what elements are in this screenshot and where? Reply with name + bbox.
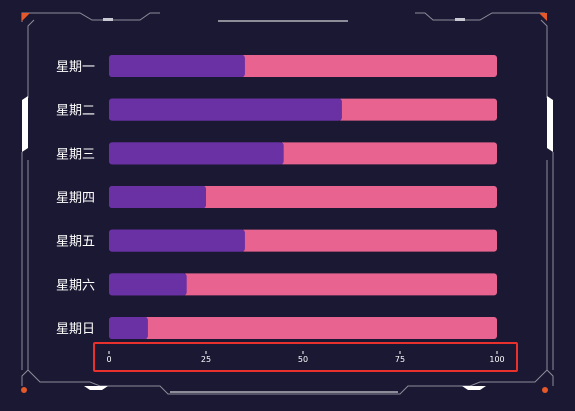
category-label: 星期六 [56, 278, 95, 293]
bar-segment-series-1-overlay [109, 317, 148, 340]
category-label: 星期三 [56, 147, 95, 162]
bar-segment-series-1-overlay [109, 273, 187, 296]
bar-segment-series-2 [240, 55, 498, 77]
x-tick-label: 0 [106, 355, 111, 364]
bar-segment-series-2 [279, 142, 497, 165]
bar-segment-series-1-overlay [109, 98, 342, 121]
bar-segment-series-2 [202, 186, 497, 209]
x-tick-label: 50 [298, 355, 308, 364]
x-tick-label: 25 [201, 355, 211, 364]
x-axis-highlight-box [93, 342, 518, 372]
category-label: 星期日 [56, 322, 95, 337]
category-label: 星期四 [56, 191, 95, 206]
bar-segment-series-2 [143, 317, 498, 340]
category-label: 星期五 [56, 235, 95, 250]
bar-segment-series-1-overlay [109, 186, 206, 209]
x-tick-label: 100 [489, 355, 504, 364]
x-tick-label: 75 [395, 355, 405, 364]
bar-segment-series-2 [337, 98, 497, 121]
bar-segment-series-1-overlay [109, 142, 284, 165]
bar-segment-series-2 [240, 229, 498, 252]
category-label: 星期一 [56, 60, 95, 75]
category-label: 星期二 [56, 104, 95, 119]
bar-segment-series-1-overlay [109, 229, 245, 252]
bar-segment-series-1-overlay [109, 55, 245, 77]
bar-segment-series-2 [182, 273, 497, 296]
